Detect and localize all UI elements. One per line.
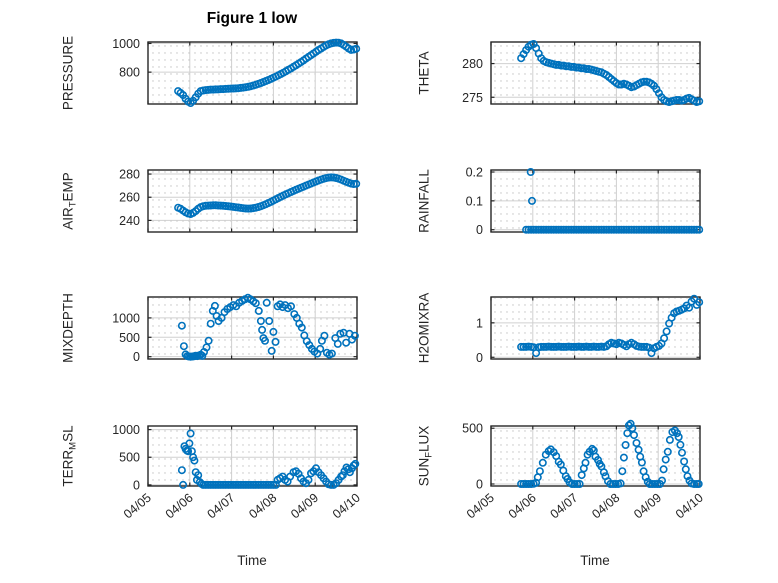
ytick-label: 500 bbox=[462, 422, 483, 436]
data-series-rainfall bbox=[522, 168, 704, 234]
xtick-label: 04/05 bbox=[121, 491, 154, 522]
ytick-label: 500 bbox=[119, 331, 140, 345]
ytick-label: 1000 bbox=[112, 37, 140, 51]
ytick-label: 1000 bbox=[112, 311, 140, 325]
ytick-label: 280 bbox=[462, 57, 483, 71]
time-axis-label-right: Time bbox=[580, 553, 610, 568]
axes-frame-pressure bbox=[147, 41, 358, 105]
ytick-label: 500 bbox=[119, 451, 140, 465]
data-series-theta bbox=[517, 39, 704, 107]
ylabel-theta: THETA bbox=[417, 51, 432, 94]
data-series-terr_msl bbox=[177, 429, 360, 489]
ylabel-rainfall: RAINFALL bbox=[417, 169, 432, 233]
ylabel-terr_msl: TERRMSL bbox=[61, 425, 79, 487]
tick-marks-theta bbox=[490, 42, 701, 104]
tick-marks-h2omixra bbox=[490, 297, 701, 359]
ytick-label: 0 bbox=[133, 478, 140, 492]
major-grid-airtemp bbox=[148, 170, 357, 232]
ylabel-airtemp: AIRTEMP bbox=[61, 172, 79, 230]
xtick-label: 04/09 bbox=[288, 491, 321, 522]
xtick-label: 04/09 bbox=[631, 491, 664, 522]
xtick-label: 04/07 bbox=[548, 491, 581, 522]
xtick-label: 04/07 bbox=[205, 491, 238, 522]
ytick-label: 275 bbox=[462, 91, 483, 105]
subplot-mixdepth: 0 500 1000 MIXDEPTH bbox=[61, 293, 359, 364]
data-series-pressure bbox=[174, 38, 361, 108]
subplot-rainfall: 0 0.1 0.2 RAINFALL bbox=[417, 166, 704, 237]
xtick-label: 04/05 bbox=[464, 491, 497, 522]
ytick-label: 1 bbox=[476, 316, 483, 330]
ytick-label: 0.2 bbox=[466, 166, 483, 180]
tick-marks-airtemp bbox=[147, 170, 358, 232]
xtick-label: 04/10 bbox=[330, 491, 363, 522]
ytick-label: 0.1 bbox=[466, 194, 483, 208]
ylabel-mixdepth: MIXDEPTH bbox=[61, 293, 76, 363]
ytick-label: 280 bbox=[119, 168, 140, 182]
ytick-label: 260 bbox=[119, 191, 140, 205]
axes-frame-sun_flux bbox=[490, 425, 701, 487]
figure-title: Figure 1 low bbox=[206, 10, 298, 27]
subplot-h2omixra: 0 1 H2OMIXRA bbox=[417, 293, 704, 365]
subplot-airtemp: 240 260 280 AIRTEMP bbox=[61, 168, 361, 233]
xtick-label: 04/06 bbox=[506, 491, 539, 522]
ylabel-pressure: PRESSURE bbox=[61, 36, 76, 110]
axes-frame-h2omixra bbox=[490, 296, 701, 360]
ytick-label: 0 bbox=[476, 223, 483, 237]
xtick-label: 04/06 bbox=[163, 491, 196, 522]
subplot-pressure: 800 1000 PRESSURE bbox=[61, 36, 361, 110]
axes-frame-airtemp bbox=[147, 169, 358, 233]
subplot-sun_flux: 0 500 SUNFLUX 04/05 04/06 04/07 04/08 04/09 04/1… bbox=[417, 419, 706, 522]
data-series-h2omixra bbox=[517, 294, 704, 358]
xtick-label: 04/08 bbox=[246, 491, 279, 522]
xtick-label: 04/08 bbox=[589, 491, 622, 522]
ytick-label: 800 bbox=[119, 66, 140, 80]
ylabel-sun_flux: SUNFLUX bbox=[417, 426, 435, 487]
ytick-label: 240 bbox=[119, 214, 140, 228]
ytick-label: 1000 bbox=[112, 423, 140, 437]
ytick-label: 0 bbox=[476, 477, 483, 491]
time-axis-label-left: Time bbox=[237, 553, 267, 568]
data-series-mixdepth bbox=[177, 293, 359, 361]
subplot-terr_msl: 0 500 1000 TERRMSL 04/05 04/06 04/07 04/08 04/09… bbox=[61, 423, 363, 521]
data-series-airtemp bbox=[174, 173, 361, 219]
data-series-sun_flux bbox=[517, 419, 703, 488]
xtick-label: 04/10 bbox=[673, 491, 706, 522]
ytick-label: 0 bbox=[476, 351, 483, 365]
subplot-theta: 275 280 THETA bbox=[417, 39, 704, 107]
ylabel-h2omixra: H2OMIXRA bbox=[417, 293, 432, 364]
axes-frame-theta bbox=[490, 41, 701, 105]
ytick-label: 0 bbox=[133, 350, 140, 364]
minor-grid-sun_flux bbox=[492, 427, 699, 485]
